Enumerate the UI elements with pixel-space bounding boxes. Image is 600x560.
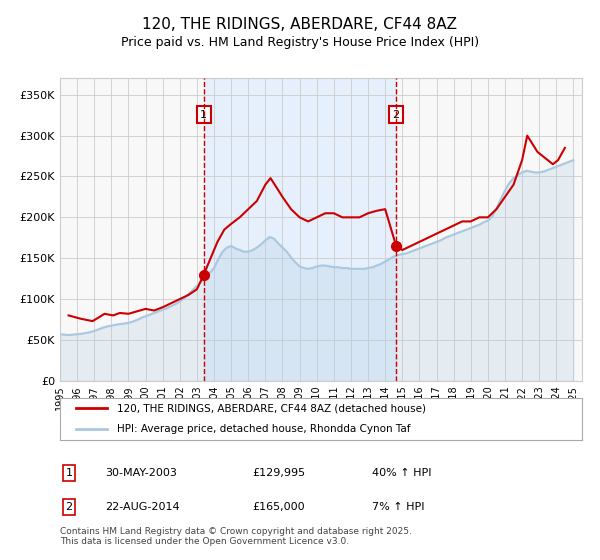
Text: 30-MAY-2003: 30-MAY-2003 xyxy=(105,468,177,478)
Text: 1: 1 xyxy=(200,110,207,120)
Text: £129,995: £129,995 xyxy=(252,468,305,478)
Text: 7% ↑ HPI: 7% ↑ HPI xyxy=(372,502,425,512)
Text: 40% ↑ HPI: 40% ↑ HPI xyxy=(372,468,431,478)
Text: 1: 1 xyxy=(65,468,73,478)
Text: 22-AUG-2014: 22-AUG-2014 xyxy=(105,502,179,512)
Text: 2: 2 xyxy=(392,110,400,120)
Bar xyxy=(204,78,396,381)
Text: Price paid vs. HM Land Registry's House Price Index (HPI): Price paid vs. HM Land Registry's House … xyxy=(121,36,479,49)
Text: 120, THE RIDINGS, ABERDARE, CF44 8AZ: 120, THE RIDINGS, ABERDARE, CF44 8AZ xyxy=(143,17,458,32)
Text: 120, THE RIDINGS, ABERDARE, CF44 8AZ (detached house): 120, THE RIDINGS, ABERDARE, CF44 8AZ (de… xyxy=(118,403,427,413)
Text: Contains HM Land Registry data © Crown copyright and database right 2025.
This d: Contains HM Land Registry data © Crown c… xyxy=(60,526,412,546)
Text: 2: 2 xyxy=(65,502,73,512)
Text: £165,000: £165,000 xyxy=(252,502,305,512)
Text: HPI: Average price, detached house, Rhondda Cynon Taf: HPI: Average price, detached house, Rhon… xyxy=(118,424,411,434)
